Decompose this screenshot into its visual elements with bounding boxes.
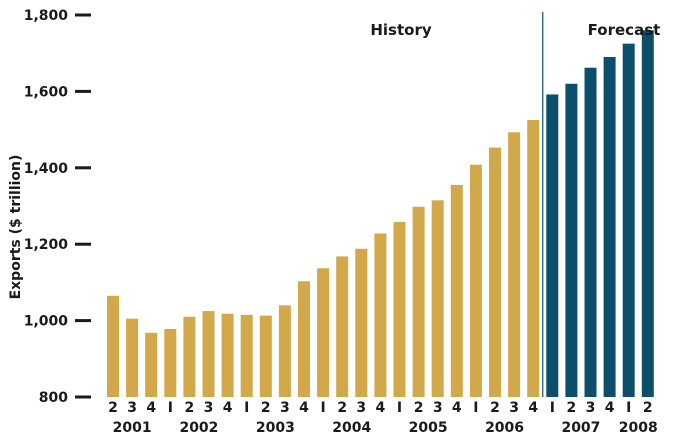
y-axis-title: Exports ($ trillion): [8, 155, 24, 300]
quarter-label-17: 3: [433, 400, 443, 416]
forecast-label: Forecast: [588, 21, 661, 39]
bar-20: [489, 147, 501, 397]
year-label-2006: 2006: [485, 420, 524, 436]
quarter-label-0: 2: [108, 400, 118, 416]
bar-8: [259, 315, 272, 397]
bar-22: [527, 120, 540, 398]
bar-25: [584, 67, 597, 397]
bar-13: [355, 248, 368, 397]
quarter-label-13: 3: [356, 400, 366, 416]
y-axis: 800 1,000 1,200 1,400 1,600 1,800: [24, 8, 91, 406]
bar-15: [393, 222, 406, 397]
y-tick-label-1600: 1,600: [24, 84, 69, 100]
bar-3: [164, 329, 177, 397]
quarter-label-6: 4: [223, 400, 233, 416]
quarter-label-25: 3: [586, 400, 596, 416]
bar-14: [374, 233, 387, 397]
y-tick-label-800: 800: [39, 390, 68, 406]
quarter-label-27: I: [626, 400, 631, 416]
year-label-2008: 2008: [619, 420, 658, 436]
quarter-label-12: 2: [337, 400, 347, 416]
quarter-label-24: 2: [567, 400, 577, 416]
bar-0: [107, 295, 119, 397]
bar-26: [603, 57, 616, 398]
bars: [107, 30, 654, 398]
bar-10: [298, 281, 310, 397]
quarter-label-7: I: [244, 400, 249, 416]
bar-21: [508, 132, 521, 398]
bar-18: [450, 184, 463, 397]
quarter-label-9: 3: [280, 400, 290, 416]
history-label: History: [370, 21, 431, 39]
bar-19: [469, 164, 482, 397]
quarter-label-8: 2: [261, 400, 271, 416]
quarter-label-5: 3: [204, 400, 214, 416]
bar-5: [202, 311, 215, 397]
year-label-2002: 2002: [179, 420, 218, 436]
quarter-label-28: 2: [643, 400, 653, 416]
quarter-label-18: 4: [452, 400, 462, 416]
quarter-label-21: 3: [509, 400, 519, 416]
quarter-label-4: 2: [185, 400, 195, 416]
quarter-label-15: I: [397, 400, 402, 416]
bar-6: [221, 313, 234, 397]
quarter-label-16: 2: [414, 400, 424, 416]
y-tick-label-1400: 1,400: [24, 161, 69, 177]
year-label-2004: 2004: [332, 420, 371, 436]
year-label-2003: 2003: [256, 420, 295, 436]
bar-17: [431, 200, 444, 397]
bar-23: [546, 94, 559, 398]
quarter-label-22: 4: [528, 400, 538, 416]
quarter-label-1: 3: [127, 400, 137, 416]
bar-12: [336, 256, 349, 397]
quarter-label-10: 4: [299, 400, 309, 416]
bar-28: [641, 30, 654, 398]
bar-7: [240, 314, 253, 397]
y-tick-label-1800: 1,800: [24, 8, 69, 24]
y-tick-label-1200: 1,200: [24, 237, 69, 253]
quarter-label-26: 4: [605, 400, 615, 416]
y-tick-label-1000: 1,000: [24, 314, 69, 330]
quarter-label-11: I: [320, 400, 325, 416]
bar-11: [317, 268, 330, 397]
bar-27: [622, 43, 635, 398]
quarter-label-19: I: [473, 400, 478, 416]
bar-1: [126, 318, 139, 397]
bar-16: [412, 206, 425, 397]
bar-4: [183, 316, 196, 397]
quarter-label-20: 2: [490, 400, 500, 416]
quarter-label-3: I: [168, 400, 173, 416]
year-label-2001: 2001: [113, 420, 152, 436]
year-label-2007: 2007: [561, 420, 600, 436]
quarter-label-23: I: [550, 400, 555, 416]
bar-24: [565, 83, 578, 397]
quarter-label-14: 4: [376, 400, 386, 416]
year-label-2005: 2005: [409, 420, 448, 436]
quarter-label-2: 4: [146, 400, 156, 416]
bar-2: [145, 332, 158, 397]
bar-9: [278, 305, 291, 397]
